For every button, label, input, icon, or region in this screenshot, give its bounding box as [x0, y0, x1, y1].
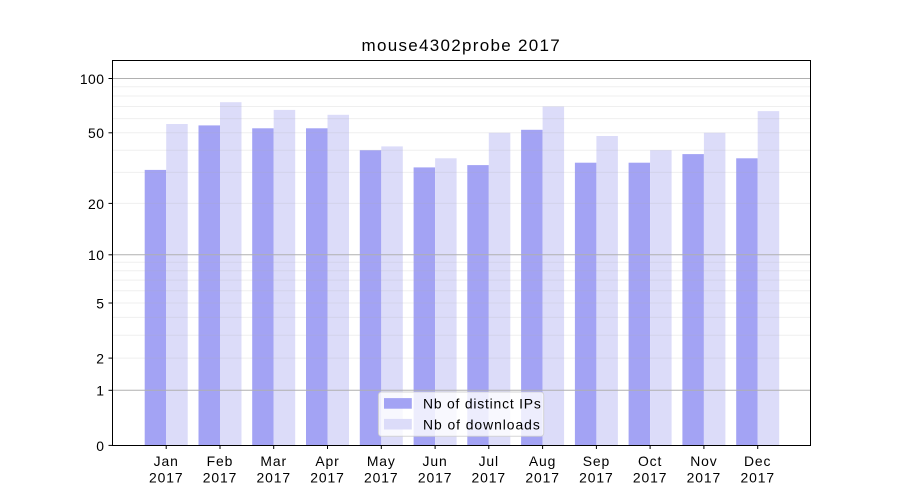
svg-text:20: 20: [88, 196, 104, 212]
svg-text:May: May: [367, 453, 396, 469]
svg-text:Mar: Mar: [260, 453, 287, 469]
svg-text:Jun: Jun: [423, 453, 448, 469]
svg-text:2017: 2017: [687, 470, 722, 486]
svg-text:Nb of downloads: Nb of downloads: [423, 417, 541, 433]
svg-text:50: 50: [88, 125, 104, 141]
svg-text:2017: 2017: [525, 470, 560, 486]
svg-text:1: 1: [96, 383, 104, 399]
svg-text:Apr: Apr: [315, 453, 339, 469]
svg-text:2017: 2017: [364, 470, 399, 486]
svg-text:Nov: Nov: [690, 453, 717, 469]
svg-text:5: 5: [96, 295, 104, 311]
svg-text:Jan: Jan: [154, 453, 179, 469]
svg-text:2017: 2017: [740, 470, 775, 486]
svg-text:Feb: Feb: [207, 453, 234, 469]
svg-text:Dec: Dec: [744, 453, 771, 469]
svg-text:100: 100: [80, 71, 105, 87]
svg-text:Aug: Aug: [529, 453, 556, 469]
svg-text:Nb of distinct IPs: Nb of distinct IPs: [423, 396, 542, 412]
svg-text:2017: 2017: [203, 470, 238, 486]
svg-text:0: 0: [96, 438, 104, 454]
svg-text:2017: 2017: [472, 470, 507, 486]
svg-text:mouse4302probe 2017: mouse4302probe 2017: [362, 36, 562, 55]
svg-text:2017: 2017: [633, 470, 668, 486]
svg-text:Oct: Oct: [638, 453, 662, 469]
svg-text:2: 2: [96, 351, 104, 367]
svg-text:2017: 2017: [418, 470, 453, 486]
svg-text:Sep: Sep: [583, 453, 610, 469]
svg-text:2017: 2017: [310, 470, 345, 486]
svg-text:10: 10: [88, 247, 104, 263]
svg-text:2017: 2017: [256, 470, 291, 486]
svg-text:Jul: Jul: [479, 453, 499, 469]
svg-text:2017: 2017: [149, 470, 184, 486]
svg-text:2017: 2017: [579, 470, 614, 486]
